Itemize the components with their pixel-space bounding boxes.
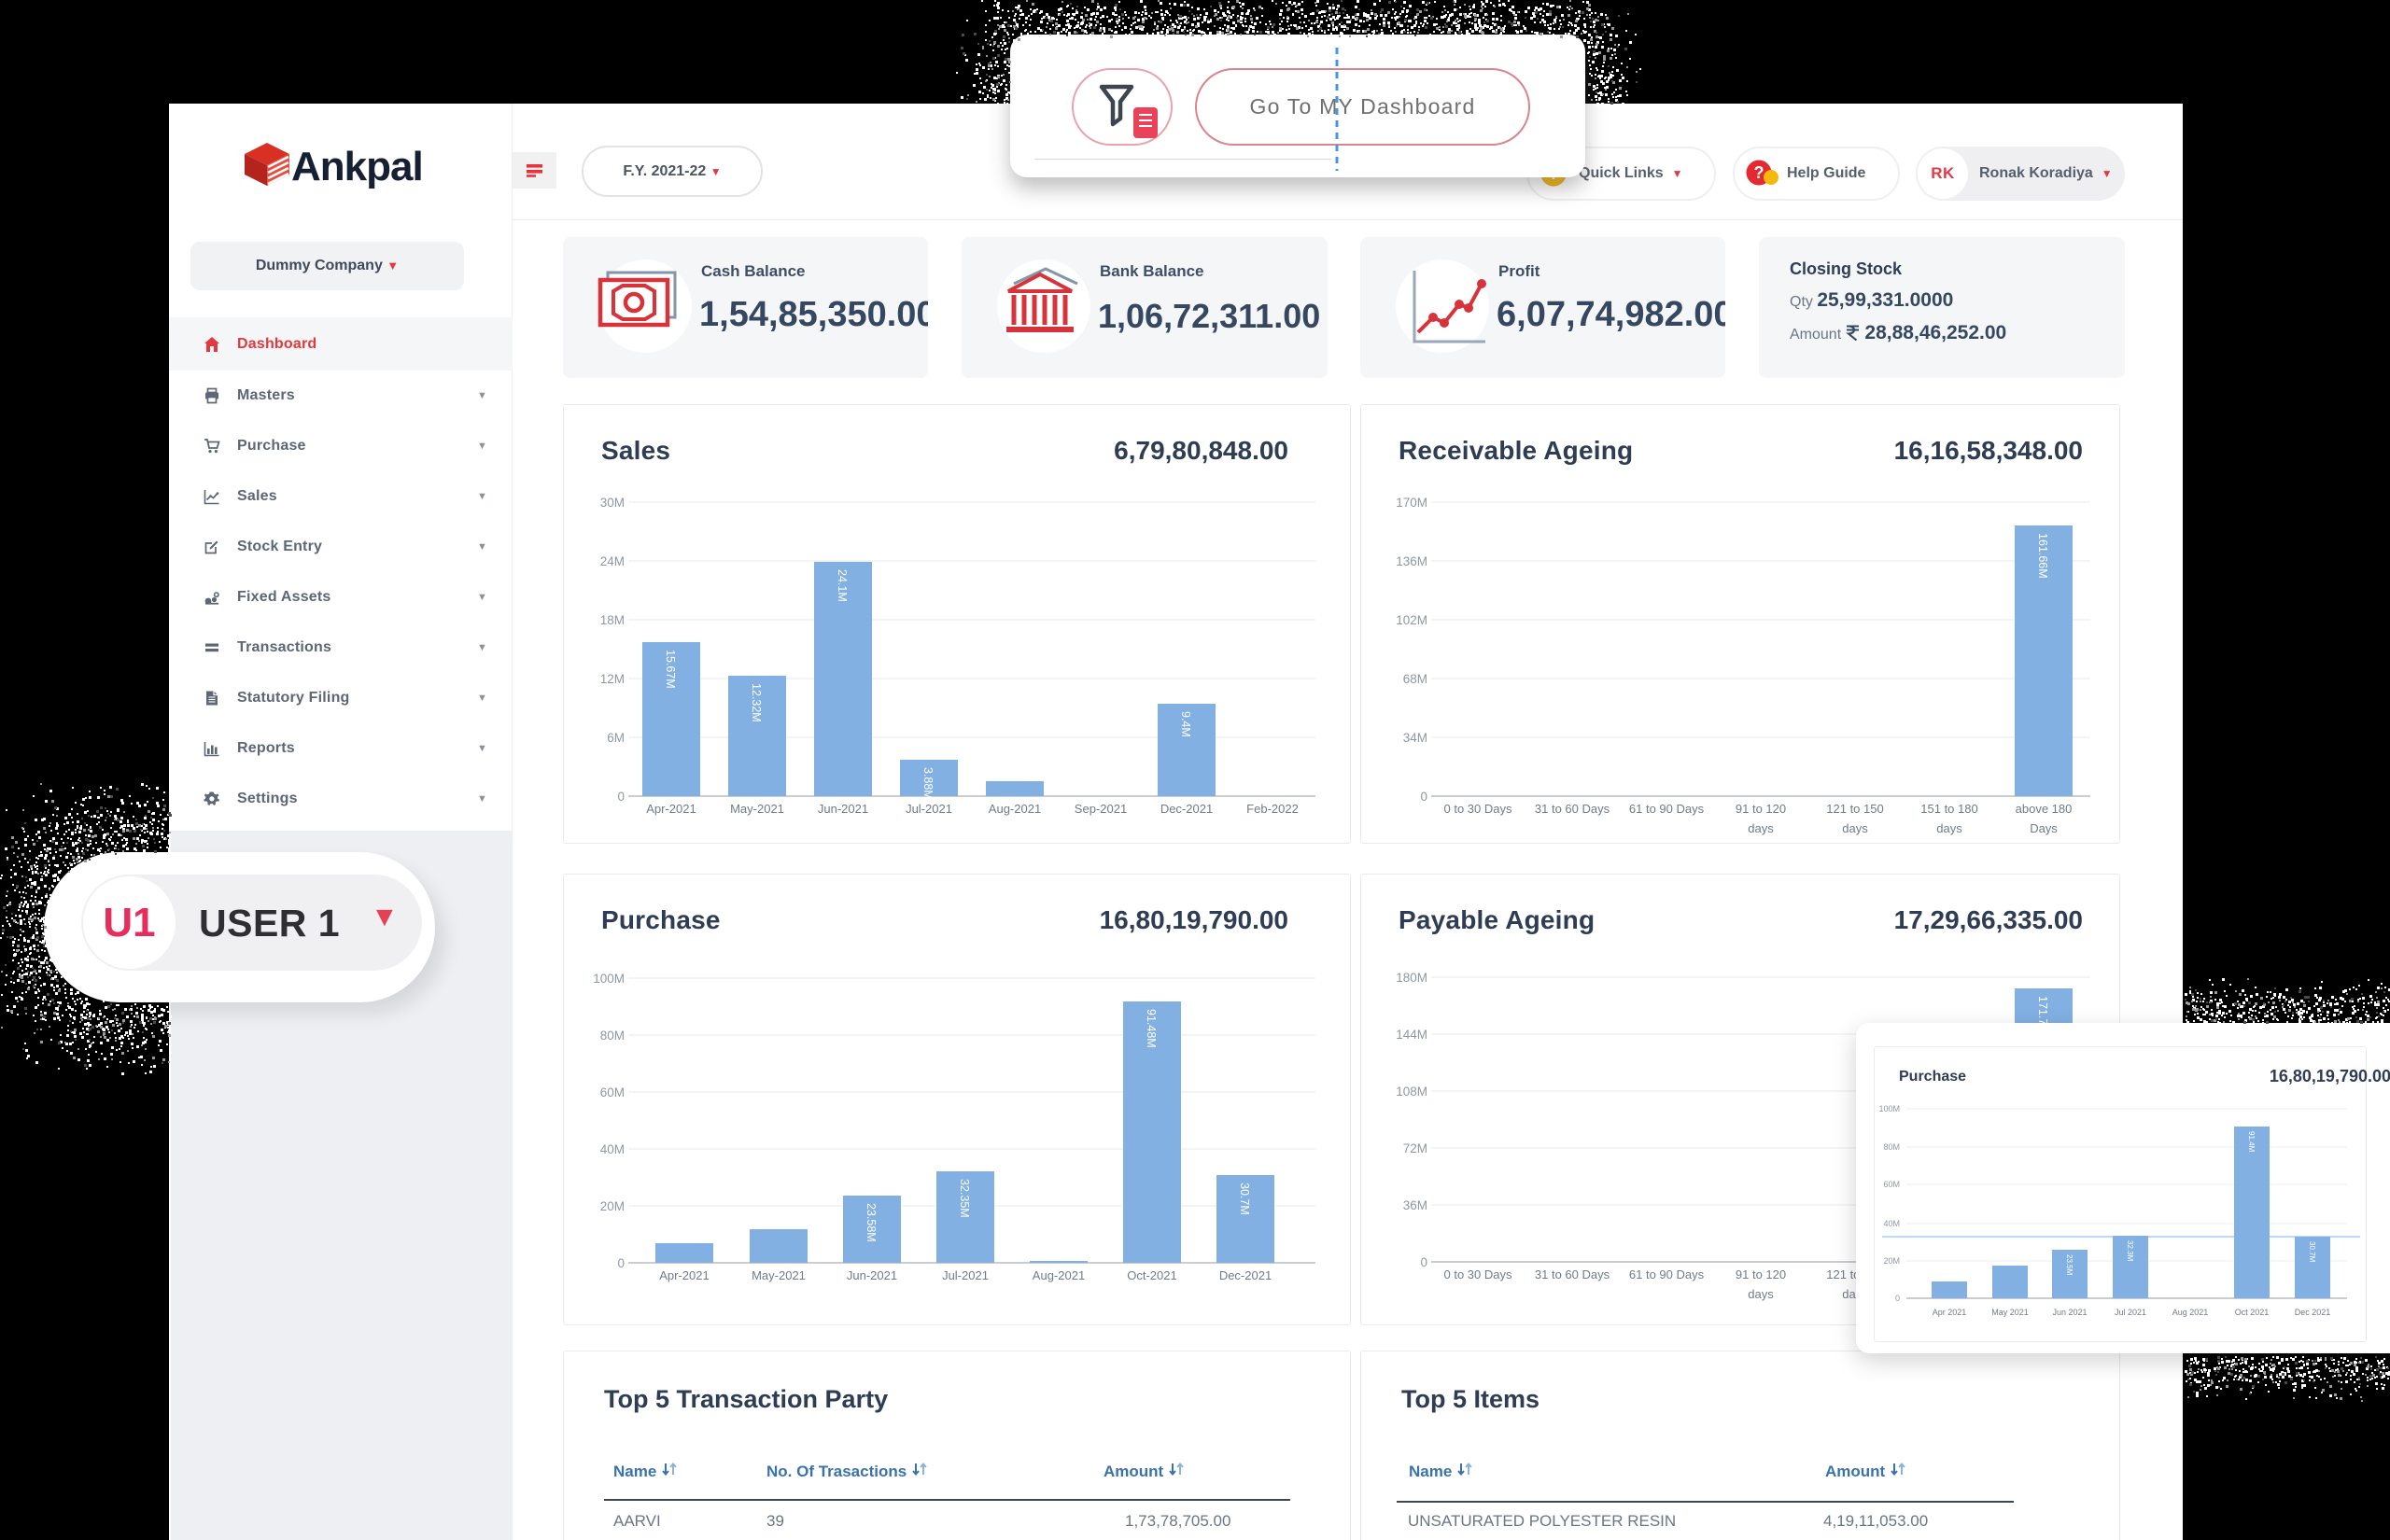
svg-text:0: 0 <box>617 790 625 804</box>
svg-text:Dec-2021: Dec-2021 <box>1219 1268 1272 1282</box>
svg-text:Oct 2021: Oct 2021 <box>2235 1308 2270 1317</box>
svg-text:Days: Days <box>2030 821 2058 835</box>
svg-text:Jul 2021: Jul 2021 <box>2115 1308 2146 1317</box>
svg-text:3.88M: 3.88M <box>921 767 935 800</box>
svg-text:May 2021: May 2021 <box>1991 1308 2029 1317</box>
svg-text:72M: 72M <box>1403 1141 1427 1155</box>
svg-text:100M: 100M <box>1878 1104 1900 1113</box>
svg-text:30.7M: 30.7M <box>2308 1241 2316 1263</box>
svg-text:23.58M: 23.58M <box>865 1203 878 1242</box>
svg-text:31 to 60 Days: 31 to 60 Days <box>1535 802 1610 816</box>
svg-text:15.67M: 15.67M <box>664 650 677 689</box>
svg-text:0 to 30 Days: 0 to 30 Days <box>1444 1267 1512 1281</box>
svg-text:40M: 40M <box>600 1142 625 1156</box>
svg-text:24.1M: 24.1M <box>836 569 849 602</box>
svg-text:Sep-2021: Sep-2021 <box>1075 802 1127 816</box>
svg-text:30M: 30M <box>600 496 625 510</box>
svg-text:18M: 18M <box>600 613 625 627</box>
svg-text:Apr-2021: Apr-2021 <box>659 1268 709 1282</box>
svg-text:151 to 180: 151 to 180 <box>1920 802 1977 816</box>
svg-text:Aug-2021: Aug-2021 <box>989 802 1041 816</box>
svg-text:121 to 150: 121 to 150 <box>1826 802 1883 816</box>
svg-text:Jun 2021: Jun 2021 <box>2052 1308 2087 1317</box>
svg-text:24M: 24M <box>600 554 625 568</box>
svg-text:days: days <box>1936 821 1962 835</box>
svg-text:Oct-2021: Oct-2021 <box>1127 1268 1176 1282</box>
svg-text:Jul-2021: Jul-2021 <box>906 802 952 816</box>
svg-text:12.32M: 12.32M <box>750 683 763 722</box>
svg-text:0: 0 <box>1895 1294 1900 1303</box>
svg-text:100M: 100M <box>593 972 625 986</box>
svg-text:Aug 2021: Aug 2021 <box>2172 1308 2209 1317</box>
svg-text:days: days <box>1748 821 1774 835</box>
svg-text:Apr-2021: Apr-2021 <box>646 802 696 816</box>
svg-text:91.48M: 91.48M <box>1145 1009 1158 1048</box>
svg-text:80M: 80M <box>1883 1142 1900 1152</box>
svg-text:34M: 34M <box>1403 731 1427 745</box>
svg-text:91 to 120: 91 to 120 <box>1736 802 1786 816</box>
svg-text:60M: 60M <box>1883 1180 1900 1189</box>
svg-text:6M: 6M <box>607 731 625 745</box>
svg-text:?: ? <box>1754 163 1764 182</box>
svg-text:May-2021: May-2021 <box>752 1268 806 1282</box>
svg-text:68M: 68M <box>1403 672 1427 686</box>
svg-text:12M: 12M <box>600 672 625 686</box>
svg-text:91.4M: 91.4M <box>2247 1131 2256 1153</box>
svg-text:60M: 60M <box>600 1085 625 1099</box>
svg-text:Jul-2021: Jul-2021 <box>942 1268 989 1282</box>
svg-text:23.5M: 23.5M <box>2065 1254 2074 1276</box>
svg-text:40M: 40M <box>1883 1219 1900 1228</box>
svg-text:Jun-2021: Jun-2021 <box>818 802 868 816</box>
svg-text:61 to 90 Days: 61 to 90 Days <box>1629 1267 1705 1281</box>
svg-text:91 to 120: 91 to 120 <box>1736 1267 1786 1281</box>
svg-text:days: days <box>1748 1287 1774 1301</box>
svg-text:170M: 170M <box>1396 496 1427 510</box>
svg-text:Feb-2022: Feb-2022 <box>1246 802 1299 816</box>
svg-text:20M: 20M <box>1883 1256 1900 1266</box>
svg-text:May-2021: May-2021 <box>730 802 784 816</box>
svg-text:108M: 108M <box>1396 1085 1427 1099</box>
svg-text:9.4M: 9.4M <box>1179 711 1192 737</box>
svg-text:20M: 20M <box>600 1199 625 1213</box>
svg-text:above 180: above 180 <box>2016 802 2073 816</box>
svg-text:36M: 36M <box>1403 1198 1427 1212</box>
svg-text:Jun-2021: Jun-2021 <box>847 1268 897 1282</box>
svg-text:0: 0 <box>617 1256 625 1270</box>
svg-text:0: 0 <box>1420 790 1427 804</box>
svg-text:Aug-2021: Aug-2021 <box>1033 1268 1085 1282</box>
svg-text:0 to 30 Days: 0 to 30 Days <box>1444 802 1512 816</box>
svg-text:Dec-2021: Dec-2021 <box>1160 802 1213 816</box>
svg-text:32.35M: 32.35M <box>958 1179 971 1218</box>
svg-text:80M: 80M <box>600 1029 625 1043</box>
svg-text:61 to 90 Days: 61 to 90 Days <box>1629 802 1705 816</box>
svg-text:0: 0 <box>1420 1255 1427 1269</box>
svg-text:days: days <box>1842 821 1868 835</box>
svg-text:32.3M: 32.3M <box>2126 1240 2134 1262</box>
svg-text:136M: 136M <box>1396 554 1427 568</box>
svg-text:30.7M: 30.7M <box>1238 1183 1251 1215</box>
svg-text:180M: 180M <box>1396 971 1427 985</box>
svg-text:Dec 2021: Dec 2021 <box>2295 1308 2331 1317</box>
svg-text:102M: 102M <box>1396 613 1427 627</box>
svg-text:31 to 60 Days: 31 to 60 Days <box>1535 1267 1610 1281</box>
svg-text:144M: 144M <box>1396 1028 1427 1042</box>
svg-text:161.66M: 161.66M <box>2036 533 2049 579</box>
svg-text:Apr 2021: Apr 2021 <box>1933 1308 1967 1317</box>
